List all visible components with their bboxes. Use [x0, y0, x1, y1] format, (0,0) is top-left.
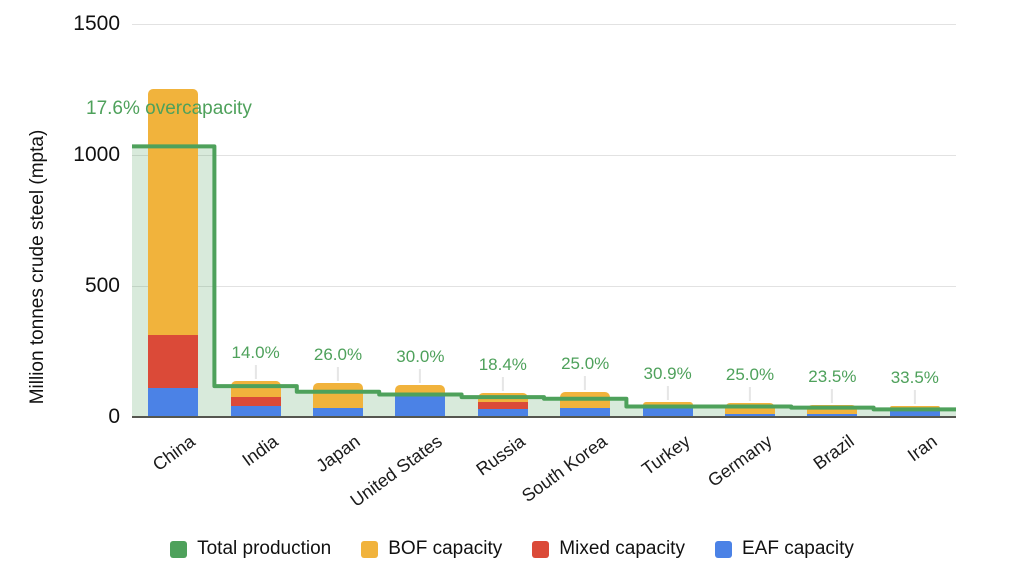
y-tick-label: 0 — [108, 405, 120, 428]
label-leader-line — [254, 365, 257, 380]
legend-item-label: Mixed capacity — [559, 538, 685, 559]
y-axis: 0 500 1000 1500 — [0, 12, 122, 428]
legend-item-label: EAF capacity — [741, 538, 854, 559]
y-tick-label: 1000 — [73, 143, 120, 166]
x-axis-label: Japan — [312, 431, 364, 477]
chart-legend: Total production BOF capacity Mixed capaci… — [0, 538, 1024, 560]
overcapacity-callout: 14.0% — [231, 343, 280, 380]
label-leader-line — [584, 376, 587, 391]
y-tick-label: 500 — [84, 274, 120, 297]
annotations-layer: 17.6% overcapacity 14.0% 26.0% 30.0% 18.4% 25… — [86, 24, 956, 417]
overcapacity-callout: 30.9% — [643, 363, 692, 400]
legend-color-swatch — [532, 540, 550, 558]
x-axis-label: India — [238, 431, 282, 471]
label-leader-line — [666, 385, 669, 400]
overcapacity-label: 17.6% overcapacity — [86, 98, 252, 120]
overcapacity-label: 25.0% — [561, 354, 610, 374]
x-axis-label: Russia — [472, 431, 529, 480]
overcapacity-callout: 25.0% — [561, 354, 610, 391]
x-axis-label: Turkey — [637, 431, 694, 480]
label-leader-line — [419, 368, 422, 383]
bar-segment-eaf-capacity — [807, 413, 858, 417]
bar-segment-eaf-capacity — [477, 409, 528, 417]
overcapacity-label: 14.0% — [231, 343, 280, 363]
label-leader-line — [748, 387, 751, 402]
plot-area: 17.6% overcapacity 14.0% 26.0% 30.0% 18.4% 25… — [86, 23, 956, 511]
overcapacity-callout: 33.5% — [891, 368, 939, 404]
legend-color-swatch — [170, 540, 188, 558]
gridline — [132, 23, 956, 25]
overcapacity-callout: 23.5% — [808, 367, 856, 403]
x-axis-label: China — [149, 431, 199, 475]
label-leader-line — [831, 388, 834, 403]
overcapacity-label: 30.9% — [643, 363, 692, 383]
y-tick-label: 1500 — [73, 12, 120, 35]
bar-segment-eaf-capacity — [889, 407, 940, 417]
legend-color-swatch — [361, 540, 379, 558]
x-axis-label: South Korea — [518, 431, 611, 507]
bar-segment-eaf-capacity — [560, 408, 611, 417]
bar-segment-eaf-capacity — [230, 406, 281, 417]
label-leader-line — [336, 366, 339, 381]
overcapacity-label: 23.5% — [808, 366, 857, 386]
bar-segment-eaf-capacity — [725, 413, 775, 417]
legend-item-label: BOF capacity — [388, 538, 503, 559]
x-axis-label: United States — [346, 431, 447, 511]
overcapacity-label: 33.5% — [890, 367, 939, 387]
x-axis-label: Brazil — [809, 431, 859, 474]
x-axis-label: Germany — [704, 431, 776, 491]
x-axis-baseline — [132, 416, 956, 418]
overcapacity-callout: 25.0% — [725, 365, 775, 402]
label-leader-line — [501, 376, 504, 391]
overcapacity-label: 26.0% — [313, 344, 363, 364]
overcapacity-callout: 26.0% — [314, 345, 362, 381]
overcapacity-label: 25.0% — [725, 365, 775, 385]
overcapacity-callout: 18.4% — [479, 355, 527, 391]
label-leader-line — [913, 389, 916, 404]
x-axis-label: Iran — [903, 431, 941, 466]
legend-item-label: Total production — [197, 538, 332, 559]
legend-item-mixed-capacity: Mixed capacity — [532, 538, 685, 560]
bar-segment-eaf-capacity — [313, 408, 363, 417]
legend-item-total-production: Total production — [170, 538, 331, 560]
overcapacity-label: 30.0% — [396, 346, 445, 366]
legend-item-bof-capacity: BOF capacity — [361, 538, 502, 560]
legend-color-swatch — [714, 540, 732, 558]
legend-item-eaf-capacity: EAF capacity — [714, 538, 854, 560]
overcapacity-label: 18.4% — [478, 354, 527, 374]
overcapacity-callout: 30.0% — [396, 347, 444, 383]
